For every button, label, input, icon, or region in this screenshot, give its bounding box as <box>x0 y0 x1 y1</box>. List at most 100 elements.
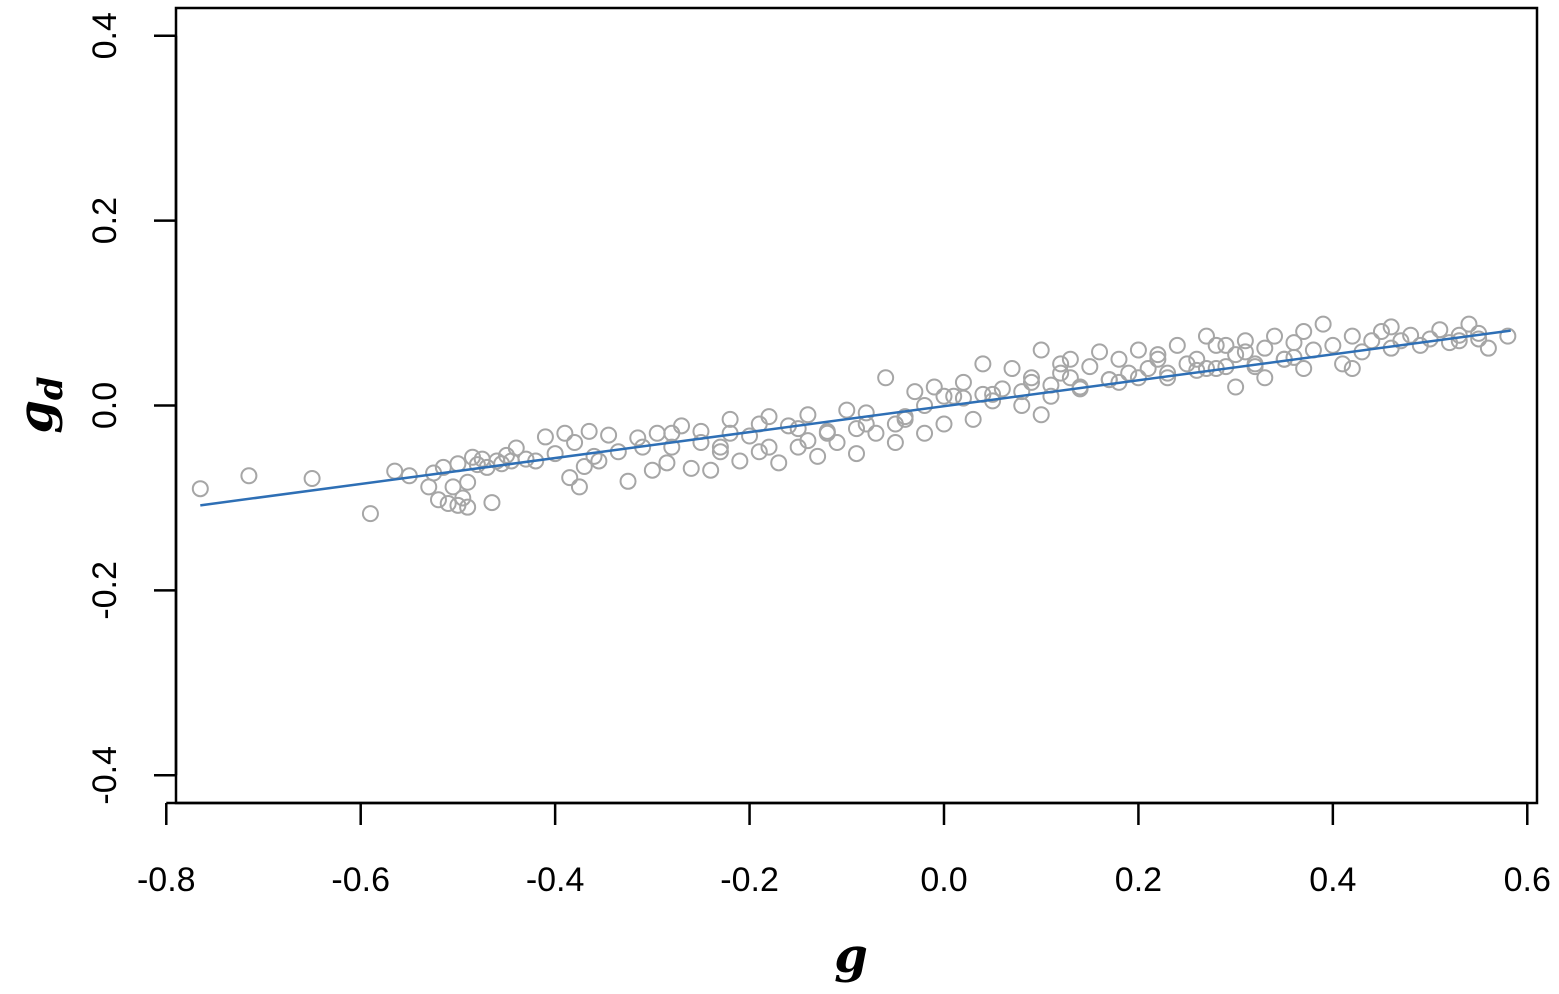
x-tick-label: -0.4 <box>526 861 585 899</box>
data-point <box>857 404 875 422</box>
data-point <box>702 461 720 479</box>
data-point <box>449 455 467 473</box>
data-point <box>1197 360 1215 378</box>
data-point <box>867 424 885 442</box>
data-point <box>760 408 778 426</box>
data-point <box>303 470 321 488</box>
data-point <box>1363 332 1381 350</box>
data-point <box>916 397 934 414</box>
x-tick-label: 0.6 <box>1504 861 1551 899</box>
data-point <box>1013 383 1031 401</box>
y-tick-label: -0.4 <box>86 746 124 805</box>
data-point <box>789 420 807 438</box>
data-point <box>600 426 618 444</box>
x-axis-title: g <box>834 928 868 984</box>
data-point <box>1100 371 1118 389</box>
data-point <box>1324 336 1342 354</box>
data-point <box>916 424 934 442</box>
data-point <box>799 406 817 424</box>
data-point <box>658 454 676 472</box>
data-point <box>954 389 972 407</box>
data-point <box>570 478 588 496</box>
data-point <box>750 443 768 461</box>
data-point <box>1197 327 1215 345</box>
data-point <box>1382 318 1400 336</box>
x-tick-label: -0.8 <box>137 861 196 899</box>
data-point <box>459 473 477 491</box>
data-point <box>1334 355 1352 373</box>
x-axis: -0.8 -0.6 -0.4 -0.2 0.0 0.2 0.4 0.6 <box>137 801 1551 899</box>
data-point <box>1343 360 1361 378</box>
data-point <box>1149 350 1167 368</box>
data-point <box>609 443 627 461</box>
data-point <box>546 445 564 463</box>
data-point <box>561 469 579 487</box>
x-tick-label: -0.6 <box>331 861 390 899</box>
x-tick-label: 0.2 <box>1115 861 1162 899</box>
data-point <box>556 424 574 442</box>
data-point <box>731 452 749 470</box>
data-point <box>1149 346 1167 364</box>
data-point <box>828 433 846 451</box>
data-point <box>711 438 729 456</box>
data-point <box>536 428 554 446</box>
data-point <box>517 450 535 468</box>
data-point <box>964 410 982 428</box>
data-point <box>886 433 904 451</box>
data-point <box>993 380 1011 398</box>
data-point <box>1042 387 1060 405</box>
data-point <box>643 461 661 479</box>
data-point <box>682 459 700 477</box>
y-axis-title-subscript: d <box>31 376 71 400</box>
data-point <box>1460 315 1478 333</box>
data-point <box>1217 336 1235 354</box>
svg-text:gd: gd <box>8 376 71 434</box>
data-point <box>1022 373 1040 391</box>
data-point <box>1236 332 1254 350</box>
data-point <box>566 433 584 451</box>
y-tick-label: 0.0 <box>86 382 124 429</box>
data-point <box>1470 330 1488 348</box>
data-point <box>1499 327 1517 345</box>
data-point <box>361 505 379 523</box>
data-point <box>1227 346 1245 364</box>
data-point <box>1372 323 1390 341</box>
data-point <box>1188 350 1206 368</box>
data-point <box>663 424 681 442</box>
data-point <box>590 452 608 470</box>
data-point <box>1207 336 1225 354</box>
data-point <box>1168 336 1186 354</box>
data-point <box>1022 369 1040 387</box>
x-tick-label: 0.0 <box>920 861 967 899</box>
fit-line-layer <box>200 329 1511 507</box>
data-point <box>848 445 865 463</box>
data-point <box>721 410 739 428</box>
data-point <box>741 427 759 445</box>
plot-frame <box>174 6 1539 805</box>
data-point <box>1421 330 1439 348</box>
data-point <box>1343 327 1361 345</box>
data-point <box>877 369 895 387</box>
data-point <box>429 491 447 509</box>
data-point <box>760 438 778 456</box>
data-point <box>799 432 817 450</box>
data-point <box>1392 332 1410 350</box>
data-point <box>1139 360 1157 378</box>
data-point <box>1129 341 1147 359</box>
data-point <box>575 458 593 476</box>
x-tick-label: 0.4 <box>1309 861 1356 899</box>
data-point <box>770 454 788 472</box>
data-point <box>809 447 827 465</box>
data-point <box>191 480 209 498</box>
data-point <box>1061 350 1079 368</box>
data-point <box>984 385 1002 403</box>
data-point <box>935 415 953 433</box>
data-point <box>1081 358 1099 376</box>
data-point <box>886 415 904 433</box>
data-point <box>1129 369 1147 387</box>
data-point <box>1236 343 1254 361</box>
data-point <box>1256 369 1274 387</box>
data-point <box>1061 369 1079 387</box>
data-point <box>663 438 681 456</box>
data-point <box>838 401 856 419</box>
